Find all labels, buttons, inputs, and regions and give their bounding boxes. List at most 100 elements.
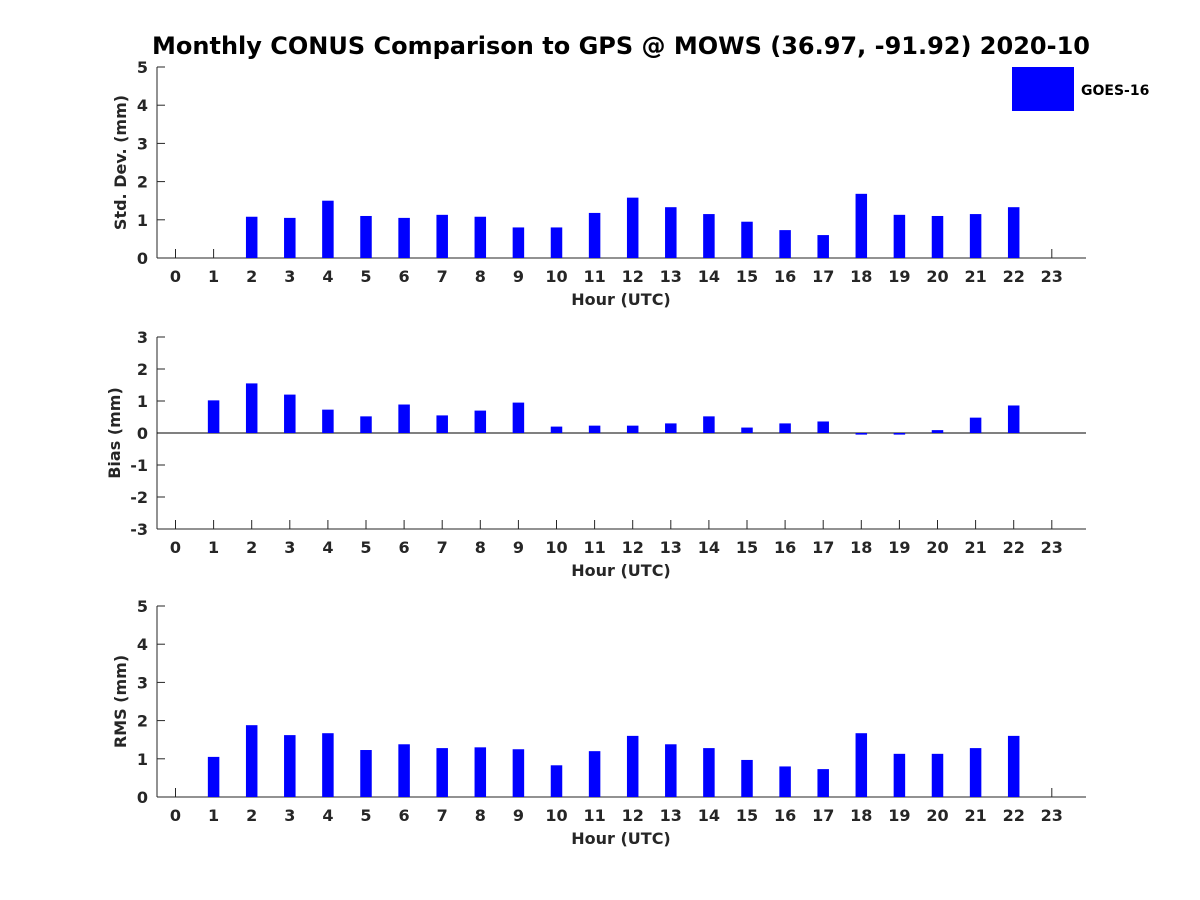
bar-std-dev-hour-2 — [245, 216, 258, 258]
bar-std-dev-hour-16 — [779, 230, 791, 258]
bar-bias-hour-5 — [360, 416, 372, 433]
x-tick-label-rms: 4 — [322, 806, 333, 825]
x-tick-label-std-dev: 14 — [698, 267, 720, 286]
y-tick-label-bias: 3 — [137, 328, 148, 347]
x-tick-label-std-dev: 6 — [399, 267, 410, 286]
x-tick-label-bias: 7 — [437, 538, 448, 557]
x-tick-label-bias: 2 — [246, 538, 257, 557]
bar-bias-hour-10 — [550, 426, 563, 433]
bar-std-dev-hour-20 — [931, 215, 944, 258]
x-tick-label-std-dev: 16 — [774, 267, 796, 286]
bar-bias-hour-13 — [665, 423, 677, 433]
bar-std-dev-hour-17 — [817, 235, 829, 258]
x-tick-label-std-dev: 13 — [660, 267, 682, 286]
x-tick-label-rms: 8 — [475, 806, 486, 825]
x-tick-label-bias: 12 — [622, 538, 644, 557]
bar-rms-hour-14 — [703, 748, 715, 797]
x-tick-label-bias: 8 — [475, 538, 486, 557]
x-axis-label-rms: Hour (UTC) — [571, 829, 671, 848]
x-tick-label-std-dev: 18 — [850, 267, 872, 286]
x-tick-label-std-dev: 15 — [736, 267, 758, 286]
y-tick-label-bias: -1 — [130, 456, 148, 475]
bar-std-dev-hour-11 — [588, 212, 601, 258]
x-tick-label-rms: 10 — [545, 806, 567, 825]
bar-rms-hour-9 — [512, 749, 525, 797]
bar-bias-hour-6 — [398, 404, 410, 433]
x-tick-label-rms: 1 — [208, 806, 219, 825]
y-tick-label-rms: 0 — [137, 788, 148, 807]
y-tick-label-std-dev: 3 — [137, 134, 148, 153]
x-tick-label-std-dev: 21 — [964, 267, 986, 286]
bar-std-dev-hour-7 — [436, 214, 448, 258]
bar-bias-hour-12 — [626, 425, 639, 433]
y-tick-label-rms: 3 — [137, 673, 148, 692]
bar-rms-hour-12 — [626, 735, 639, 797]
bar-std-dev-hour-8 — [474, 216, 487, 258]
x-tick-label-std-dev: 5 — [360, 267, 371, 286]
x-tick-label-rms: 7 — [437, 806, 448, 825]
bar-bias-hour-8 — [474, 410, 487, 433]
bar-rms-hour-20 — [931, 753, 944, 797]
bar-std-dev-hour-13 — [665, 207, 677, 258]
bar-bias-hour-20 — [931, 430, 944, 433]
x-tick-label-bias: 22 — [1003, 538, 1025, 557]
bar-bias-hour-14 — [703, 416, 715, 433]
y-tick-label-std-dev: 0 — [137, 249, 148, 268]
bar-bias-hour-16 — [779, 423, 791, 433]
bar-std-dev-hour-22 — [1007, 207, 1020, 258]
bar-rms-hour-11 — [588, 751, 601, 797]
y-axis-label-bias: Bias (mm) — [105, 387, 124, 479]
bar-bias-hour-1 — [207, 400, 220, 433]
x-tick-label-bias: 1 — [208, 538, 219, 557]
x-tick-label-rms: 3 — [284, 806, 295, 825]
x-tick-label-bias: 11 — [583, 538, 605, 557]
y-tick-label-rms: 1 — [137, 750, 148, 769]
bar-std-dev-hour-21 — [969, 214, 982, 258]
bar-bias-hour-18 — [855, 433, 868, 435]
bar-rms-hour-22 — [1007, 735, 1020, 797]
x-tick-label-std-dev: 3 — [284, 267, 295, 286]
y-tick-label-std-dev: 1 — [137, 211, 148, 230]
x-tick-label-std-dev: 12 — [622, 267, 644, 286]
y-tick-label-bias: -2 — [130, 488, 148, 507]
x-tick-label-bias: 17 — [812, 538, 834, 557]
bar-std-dev-hour-9 — [512, 227, 525, 258]
bar-std-dev-hour-12 — [626, 197, 639, 258]
x-tick-label-std-dev: 2 — [246, 267, 257, 286]
x-tick-label-bias: 4 — [322, 538, 333, 557]
x-tick-label-std-dev: 23 — [1041, 267, 1063, 286]
x-tick-label-std-dev: 17 — [812, 267, 834, 286]
x-tick-label-std-dev: 7 — [437, 267, 448, 286]
x-tick-label-std-dev: 22 — [1003, 267, 1025, 286]
bar-bias-hour-15 — [741, 427, 753, 433]
x-tick-label-bias: 21 — [964, 538, 986, 557]
x-tick-label-bias: 9 — [513, 538, 524, 557]
x-tick-label-rms: 21 — [964, 806, 986, 825]
y-tick-label-bias: 1 — [137, 392, 148, 411]
bar-rms-hour-8 — [474, 747, 487, 797]
x-tick-label-rms: 17 — [812, 806, 834, 825]
x-tick-label-rms: 22 — [1003, 806, 1025, 825]
legend: GOES-16 — [1012, 67, 1149, 111]
y-tick-label-rms: 2 — [137, 712, 148, 731]
x-tick-label-bias: 0 — [170, 538, 181, 557]
bar-rms-hour-5 — [360, 750, 372, 797]
x-tick-label-rms: 15 — [736, 806, 758, 825]
x-tick-label-bias: 18 — [850, 538, 872, 557]
x-tick-label-bias: 14 — [698, 538, 720, 557]
y-tick-label-bias: 0 — [137, 424, 148, 443]
y-tick-label-bias: -3 — [130, 520, 148, 539]
x-tick-label-std-dev: 11 — [583, 267, 605, 286]
bar-rms-hour-6 — [398, 744, 410, 797]
x-tick-label-std-dev: 8 — [475, 267, 486, 286]
bar-std-dev-hour-3 — [284, 217, 296, 258]
legend-swatch-goes-16 — [1012, 67, 1074, 111]
bar-std-dev-hour-6 — [398, 217, 410, 258]
legend-label-goes-16: GOES-16 — [1081, 83, 1149, 99]
bar-rms-hour-18 — [855, 733, 868, 797]
x-tick-label-std-dev: 0 — [170, 267, 181, 286]
